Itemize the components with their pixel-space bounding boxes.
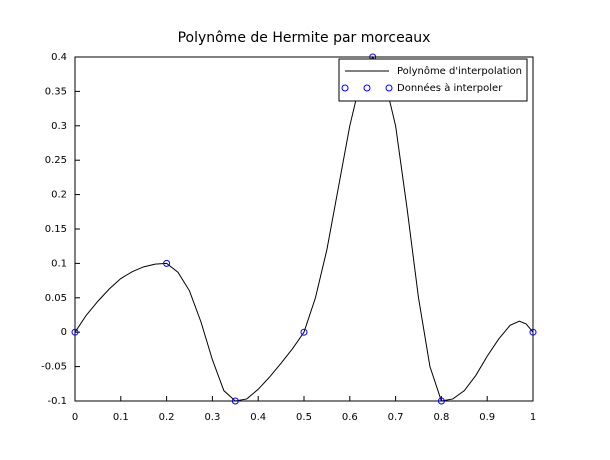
y-tick-label: 0.25 (45, 155, 67, 166)
legend-box (338, 58, 528, 102)
y-tick-label: -0.1 (47, 396, 67, 407)
data-point (529, 328, 537, 336)
data-point (300, 328, 308, 336)
x-tick-label: 0.5 (296, 412, 312, 423)
legend-marker (385, 84, 393, 92)
data-point (437, 397, 445, 405)
x-tick-label: 0.2 (159, 412, 175, 423)
data-point (231, 397, 239, 405)
y-tick-label: -0.05 (41, 362, 67, 373)
y-tick-label: 0.05 (45, 293, 67, 304)
y-tick-label: 0.1 (51, 258, 67, 269)
x-tick-label: 0.8 (433, 412, 449, 423)
x-tick-label: 0.4 (250, 412, 266, 423)
x-tick-label: 0.7 (388, 412, 404, 423)
data-point (163, 259, 171, 267)
x-tick-label: 0.6 (342, 412, 358, 423)
y-tick-label: 0.4 (51, 52, 67, 63)
y-tick-label: 0.2 (51, 190, 67, 201)
y-tick-label: 0.15 (45, 224, 67, 235)
chart-title: Polynôme de Hermite par morceaux (178, 30, 431, 46)
legend-marker (341, 84, 349, 92)
line-series (74, 55, 534, 402)
legend-marker (363, 84, 371, 92)
data-point (71, 328, 79, 336)
y-tick-label: 0.3 (51, 121, 67, 132)
x-tick-label: 0.9 (479, 412, 495, 423)
y-tick-label: 0 (61, 327, 67, 338)
legend-label: Polynôme d'interpolation (397, 65, 522, 77)
x-tick-label: 0 (72, 412, 78, 423)
x-tick-label: 0.3 (204, 412, 220, 423)
legend-label: Données à interpoler (397, 82, 503, 94)
x-tick-label: 0.1 (113, 412, 129, 423)
x-tick-label: 1 (530, 412, 536, 423)
y-tick-label: 0.35 (45, 86, 67, 97)
